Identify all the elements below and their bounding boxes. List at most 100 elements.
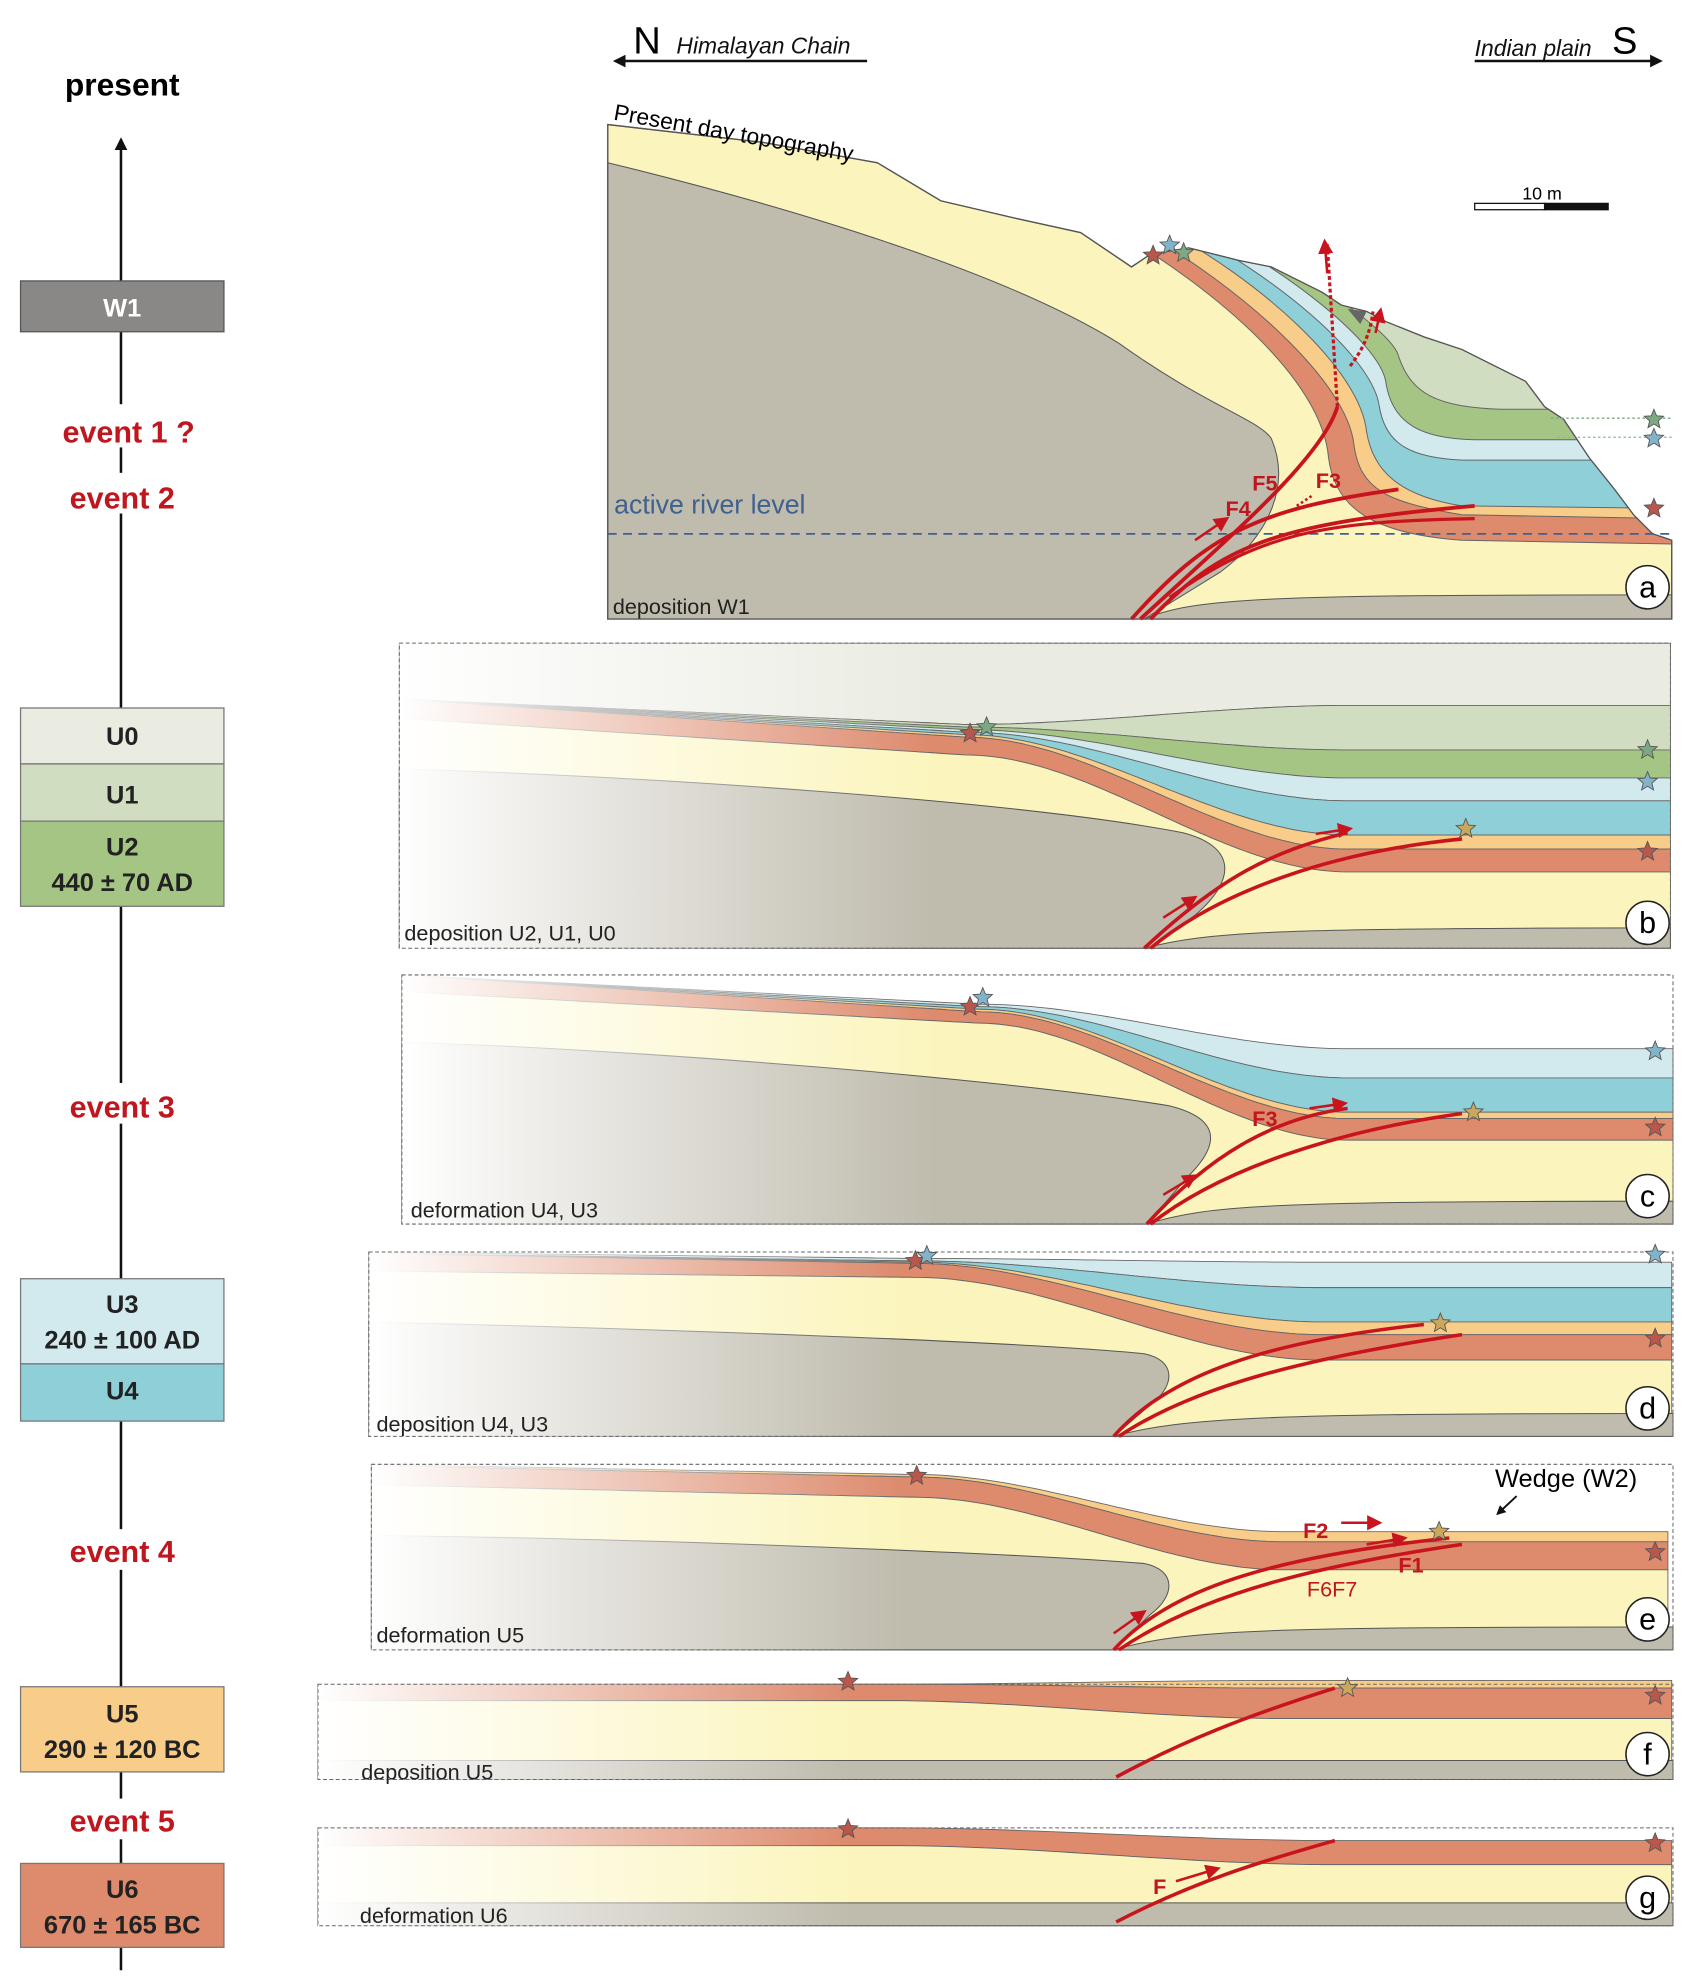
panel-e-badge: e — [1625, 1597, 1670, 1642]
wedge-label: Wedge (W2) — [1495, 1465, 1637, 1493]
sample-star-icon — [905, 1464, 928, 1485]
panel-letter: f — [1643, 1737, 1652, 1771]
panel-a-present-cross-section: active river level Present day topograph… — [607, 99, 1673, 621]
south-label: Indian plain — [1475, 35, 1592, 61]
unit-box-u0 — [19, 707, 225, 765]
unit-u3-age: 240 ± 100 AD — [44, 1327, 200, 1355]
panel-frame — [401, 974, 1674, 1225]
sample-star-icon — [1636, 770, 1659, 791]
panel-frame — [317, 1683, 1674, 1781]
sample-star-icon — [1643, 408, 1665, 429]
event-1-label: event 1 ? — [62, 415, 194, 449]
event-2-label: event 2 — [70, 481, 175, 515]
sample-star-icon — [1429, 1311, 1452, 1333]
panel-f-badge: f — [1625, 1731, 1670, 1777]
panel-d-cross-section — [368, 1243, 1674, 1439]
panel-letter-circle — [1625, 1875, 1670, 1921]
fault-line — [1142, 830, 1349, 950]
unit-w1-label: W1 — [103, 295, 141, 323]
fault-label-f3: F3 — [1316, 468, 1341, 493]
unit-u0-label: U0 — [106, 723, 138, 751]
unit-u6-age: 670 ± 165 BC — [44, 1911, 201, 1939]
basement-bottom-strip — [1144, 927, 1671, 949]
panel-letter: e — [1639, 1603, 1656, 1637]
topography-outline — [607, 123, 1673, 620]
panel-letter: c — [1640, 1179, 1655, 1213]
faults-a — [1130, 238, 1475, 621]
fault-slip-arrow — [1162, 1174, 1198, 1196]
north-label: Himalayan Chain — [676, 32, 850, 58]
sample-star-icon — [1462, 1100, 1485, 1122]
sample-star-icon — [1455, 817, 1477, 838]
fault-label-f1: F1 — [1398, 1552, 1423, 1577]
unit-box-u5 — [19, 1686, 225, 1773]
panel-frame — [368, 1251, 1674, 1437]
unit-u4-label: U4 — [106, 1377, 138, 1405]
panel-b-badge: b — [1625, 900, 1670, 946]
panel-g-caption: deformation U6 — [360, 1903, 508, 1928]
unit-u6-label: U6 — [106, 1876, 138, 1904]
panel-letter-circle — [1625, 1386, 1670, 1431]
direction-header: N Himalayan Chain Indian plain S — [612, 19, 1663, 68]
fault-label-f2: F2 — [1303, 1518, 1328, 1543]
fault-line — [1115, 1838, 1336, 1924]
event-5-label: event 5 — [70, 1805, 175, 1839]
panel-d-badge: d — [1625, 1386, 1670, 1431]
timeline: present W1 U0 U1 U2 440 ± 70 AD U3 240 ±… — [19, 66, 225, 1971]
sample-star-icon — [1336, 1676, 1359, 1698]
fade-overlay — [401, 972, 936, 1227]
fault-label-f: F — [1153, 1874, 1166, 1899]
fade-overlay — [368, 1249, 903, 1439]
fault-line — [1117, 1542, 1463, 1652]
panel-a-caption: deposition W1 — [613, 594, 750, 619]
fault-label-f5: F5 — [1252, 471, 1277, 496]
unit-box-w1 — [19, 280, 225, 333]
panel-letter-circle — [1625, 1173, 1670, 1219]
fade-overlay — [371, 1461, 906, 1653]
sample-star-icon — [1636, 840, 1659, 861]
panel-c-badge: c — [1625, 1173, 1670, 1219]
basement-bottom-strip — [1144, 594, 1673, 620]
sample-star-icon — [1644, 1540, 1666, 1562]
sample-star-icon — [1644, 1684, 1666, 1705]
panel-c-cross-section — [401, 972, 1674, 1227]
panel-f-caption: deposition U5 — [361, 1760, 493, 1785]
panel-d-caption: deposition U4, U3 — [376, 1411, 548, 1436]
sample-star-icon — [1636, 738, 1659, 760]
panel-letter: d — [1639, 1392, 1656, 1426]
layer-u0 — [1397, 126, 1672, 376]
panel-e-caption: deformation U5 — [376, 1622, 524, 1647]
unit-u5-label: U5 — [106, 1700, 138, 1728]
basement-bottom-strip — [1146, 1200, 1674, 1225]
sample-star-icon — [1158, 233, 1181, 255]
sample-star-icon — [972, 986, 994, 1008]
panel-frame — [317, 1827, 1674, 1927]
present-label: present — [65, 66, 180, 102]
unit-u2-label: U2 — [106, 833, 138, 861]
river-level-label: active river level — [614, 490, 805, 520]
wedge-w2-remnant — [1347, 308, 1367, 325]
panel-letter-circle — [1625, 564, 1670, 610]
fault-line — [1112, 1536, 1450, 1652]
fault-line — [1115, 1686, 1336, 1779]
wedge-pointer-arrow — [1496, 1495, 1518, 1516]
fault-slip-arrow — [1162, 895, 1198, 919]
fault-slip-arrow — [1309, 1097, 1349, 1113]
unit-box-u2 — [19, 820, 225, 907]
panel-letter-circle — [1625, 1597, 1670, 1642]
unit-u3-label: U3 — [106, 1291, 138, 1319]
basement-layer — [607, 162, 1280, 620]
sample-star-icon — [1644, 1116, 1666, 1137]
sample-star-icon — [1644, 1831, 1666, 1853]
north-letter: N — [633, 19, 661, 62]
event-4-label: event 4 — [70, 1535, 175, 1569]
panel-letter-circle — [1625, 900, 1670, 946]
panel-b-cross-section — [398, 640, 1671, 951]
panel-f-cross-section — [317, 1670, 1674, 1783]
panel-letter-circle — [1625, 1731, 1670, 1777]
fault-label-f6f7: F6F7 — [1307, 1577, 1357, 1602]
sample-star-icon — [1644, 1243, 1666, 1264]
panel-letter: b — [1639, 906, 1656, 940]
fault-slip-arrow — [1112, 1609, 1147, 1635]
